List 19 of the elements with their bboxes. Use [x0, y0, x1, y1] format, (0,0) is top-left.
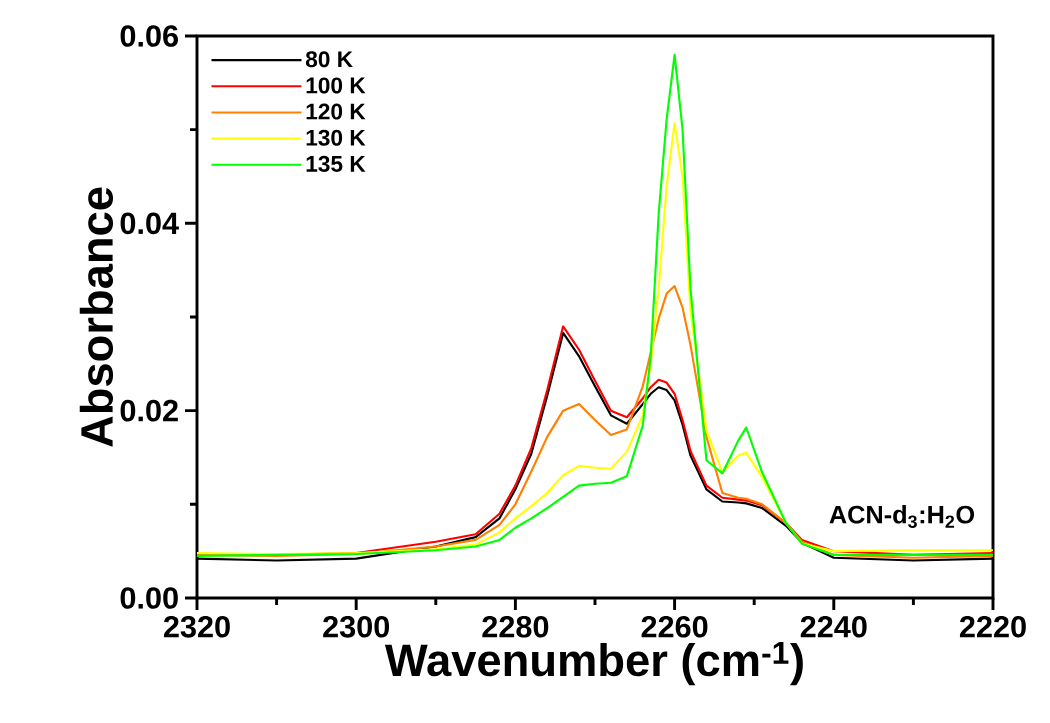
x-tick-label: 2300 [323, 615, 390, 638]
legend-label: 100 K [306, 77, 366, 94]
x-tick-label: 2240 [800, 615, 867, 638]
x-tick-label: 2320 [163, 615, 230, 638]
y-tick-label: 0.06 [120, 25, 178, 47]
x-tick-label: 2260 [641, 615, 708, 638]
y-tick-label: 0.00 [120, 587, 178, 609]
legend-label: 135 K [306, 155, 366, 172]
x-axis-title: Wavenumber (cm$^{-1}$) [384, 642, 803, 686]
y-axis-title: Absorbance [79, 187, 114, 447]
legend-label: 130 K [306, 129, 366, 146]
y-tick-label: 0.02 [120, 399, 178, 422]
line-series [196, 285, 993, 559]
legend-label: 80 K [305, 51, 353, 68]
legend-label: 120 K [306, 103, 366, 120]
y-tick-label: 0.04 [120, 212, 179, 235]
x-tick-label: 2280 [482, 615, 549, 638]
annotation: ACN-d$_{3}$:H$_{2}$O [829, 504, 975, 529]
x-tick-label: 2220 [959, 615, 1026, 638]
